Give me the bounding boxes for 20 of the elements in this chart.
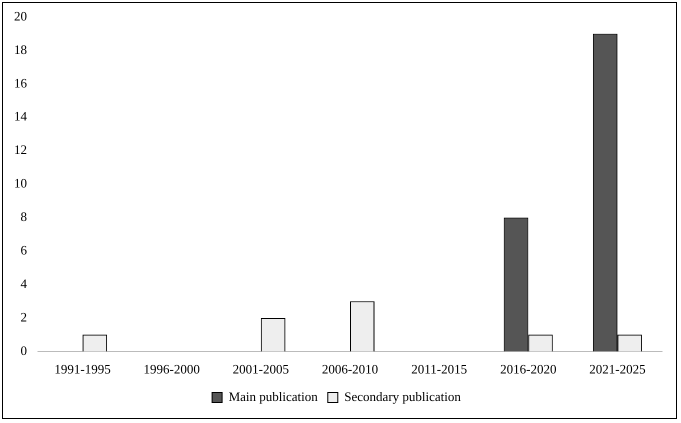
legend-label: Main publication — [228, 388, 318, 404]
y-tick-label: 12 — [14, 142, 27, 158]
y-tick-label: 10 — [14, 176, 27, 191]
legend-label: Secondary publication — [344, 388, 462, 404]
x-tick-label: 2021-2025 — [589, 362, 646, 377]
y-tick-label: 14 — [14, 108, 28, 124]
x-tick-label: 2001-2005 — [232, 362, 290, 377]
x-tick-label: 2011-2015 — [411, 362, 468, 377]
y-tick-label: 2 — [20, 309, 27, 324]
y-tick-label: 8 — [20, 209, 27, 224]
y-tick-label: 16 — [14, 75, 28, 90]
x-tick-label: 2006-2010 — [322, 362, 378, 377]
x-tick-label: 1991-1995 — [54, 362, 111, 377]
y-tick-label: 4 — [20, 276, 28, 291]
y-tick-label: 6 — [20, 242, 28, 258]
x-tick-label: 2016-2020 — [500, 362, 556, 377]
y-tick-label: 20 — [14, 8, 27, 24]
y-tick-label: 18 — [14, 42, 27, 57]
x-tick-label: 1996-2000 — [144, 362, 200, 377]
y-tick-label: 0 — [20, 342, 27, 358]
